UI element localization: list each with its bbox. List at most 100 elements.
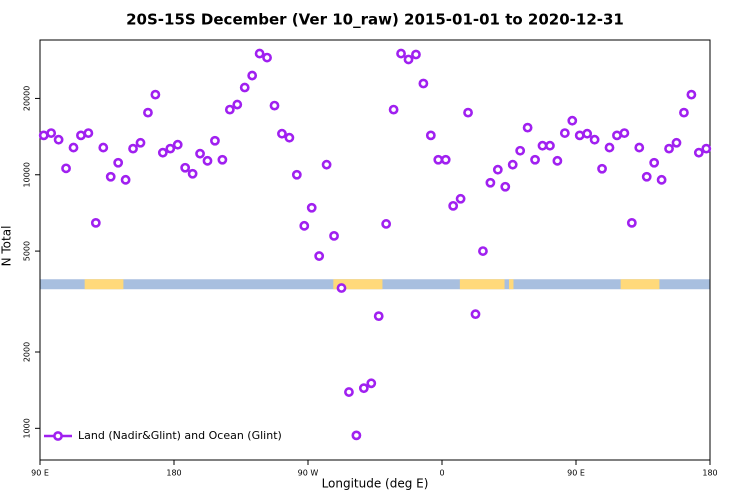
point <box>195 148 205 159</box>
x-tick-label: 90 E <box>567 469 585 478</box>
point <box>500 181 511 192</box>
point <box>693 147 704 158</box>
point <box>247 70 258 81</box>
point <box>455 193 466 204</box>
point <box>61 163 71 174</box>
point <box>143 107 153 118</box>
point <box>582 128 593 139</box>
point <box>262 52 272 63</box>
point <box>157 147 168 158</box>
point <box>574 130 585 141</box>
x-tick-label: 90 E <box>31 469 49 478</box>
point <box>522 122 533 133</box>
point <box>314 251 325 261</box>
chart-title: 20S-15S December (Ver 10_raw) 2015-01-01… <box>126 11 624 29</box>
point <box>552 155 563 166</box>
land-band <box>84 279 124 290</box>
point <box>76 130 86 141</box>
point <box>440 154 451 165</box>
point <box>433 154 444 165</box>
point <box>291 169 302 180</box>
point <box>634 142 645 153</box>
point <box>589 134 600 145</box>
point <box>358 383 369 394</box>
point <box>679 107 689 118</box>
plot-frame <box>39 39 711 461</box>
y-axis-label: N Total <box>0 226 14 267</box>
land-band <box>620 279 660 290</box>
point <box>329 230 339 241</box>
point <box>559 128 570 138</box>
point <box>165 143 176 154</box>
point <box>537 140 548 151</box>
point <box>135 137 146 148</box>
point <box>656 174 667 185</box>
point <box>351 430 362 441</box>
point <box>478 246 488 256</box>
land-band <box>509 279 514 290</box>
point <box>567 115 578 126</box>
point <box>113 157 124 168</box>
point <box>373 311 384 322</box>
point <box>396 48 406 59</box>
point <box>202 155 213 166</box>
point <box>701 143 712 154</box>
point <box>515 145 526 156</box>
point <box>210 135 220 146</box>
point <box>224 104 235 115</box>
x-tick-label: 90 W <box>298 469 319 478</box>
point <box>98 142 109 153</box>
point <box>306 202 317 213</box>
point <box>604 142 615 153</box>
point <box>120 174 131 185</box>
point <box>105 171 116 182</box>
point <box>411 49 421 60</box>
y-tick-label: 2000 <box>23 342 32 362</box>
x-axis-label: Longitude (deg E) <box>322 477 429 491</box>
point <box>403 54 414 65</box>
point <box>38 130 49 141</box>
point <box>686 89 697 100</box>
y-tick-label: 1000 <box>23 418 32 438</box>
point <box>269 100 280 111</box>
point <box>597 163 607 174</box>
point <box>299 220 310 231</box>
point <box>366 378 377 389</box>
point <box>418 78 429 89</box>
point <box>277 128 287 139</box>
point <box>232 99 243 110</box>
y-tick-label: 5000 <box>23 241 32 261</box>
point <box>507 159 518 170</box>
point <box>485 177 496 188</box>
point <box>619 128 630 138</box>
point <box>217 154 228 165</box>
point <box>53 134 64 145</box>
point <box>470 309 481 320</box>
point <box>254 48 265 59</box>
point <box>336 283 347 293</box>
point <box>180 162 191 173</box>
x-tick-label: 0 <box>439 469 444 478</box>
x-tick-label: 180 <box>166 469 181 478</box>
point <box>641 171 652 182</box>
point <box>172 139 183 150</box>
point <box>321 159 332 170</box>
point <box>46 128 57 138</box>
point <box>90 217 101 228</box>
point <box>128 143 138 154</box>
point <box>530 154 540 165</box>
point <box>388 104 399 115</box>
point <box>239 82 250 93</box>
y-tick-label: 10000 <box>23 162 32 187</box>
point <box>187 168 198 179</box>
point <box>612 130 622 141</box>
point <box>545 140 555 151</box>
point <box>425 130 436 141</box>
point <box>68 142 79 153</box>
point <box>344 387 354 397</box>
land-band <box>459 279 505 290</box>
x-tick-label: 180 <box>702 469 717 478</box>
point <box>664 143 674 154</box>
